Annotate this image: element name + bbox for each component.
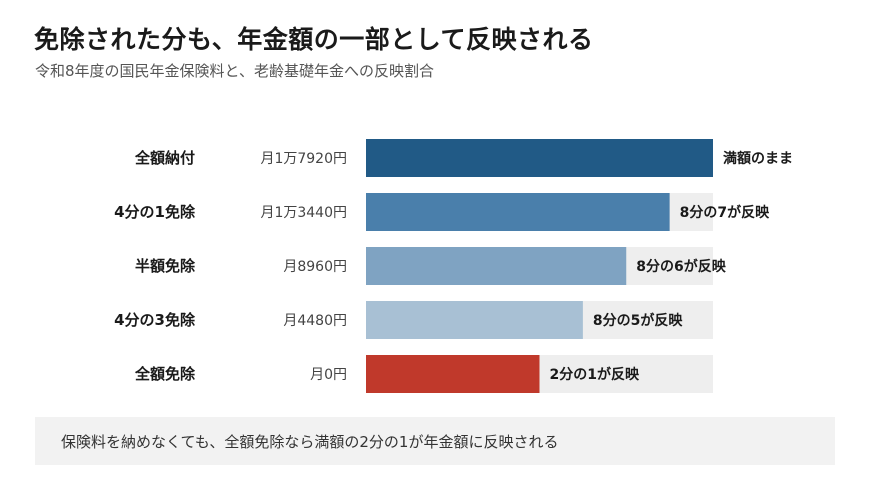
premium-label: 月4480円: [283, 313, 347, 329]
footer-note-box: 保険料を納めなくても、全額免除なら満額の2分の1が年金額に反映される: [35, 417, 835, 465]
data-label: 8分の6が反映: [636, 258, 726, 275]
premium-label: 月1万3440円: [260, 205, 347, 221]
category-label: 全額納付: [134, 149, 195, 167]
data-label: 8分の7が反映: [680, 204, 770, 221]
category-label: 4分の3免除: [114, 311, 196, 329]
category-label: 半額免除: [135, 257, 196, 275]
bar: [366, 139, 713, 177]
chart-subtitle: 令和8年度の国民年金保険料と、老齢基礎年金への反映割合: [35, 62, 434, 80]
premium-label: 月1万7920円: [260, 151, 347, 167]
category-label: 全額免除: [134, 365, 196, 383]
data-label: 満額のまま: [723, 150, 793, 167]
data-label: 8分の5が反映: [593, 312, 683, 329]
bar: [366, 355, 540, 393]
category-label: 4分の1免除: [114, 203, 196, 221]
premium-label: 月8960円: [283, 259, 347, 275]
bar: [366, 301, 583, 339]
footer-note: 保険料を納めなくても、全額免除なら満額の2分の1が年金額に反映される: [61, 433, 559, 451]
bar: [366, 247, 627, 285]
data-label: 2分の1が反映: [550, 366, 640, 383]
premium-label: 月0円: [310, 367, 347, 383]
bar: [366, 193, 670, 231]
chart-title: 免除された分も、年金額の一部として反映される: [34, 25, 594, 54]
